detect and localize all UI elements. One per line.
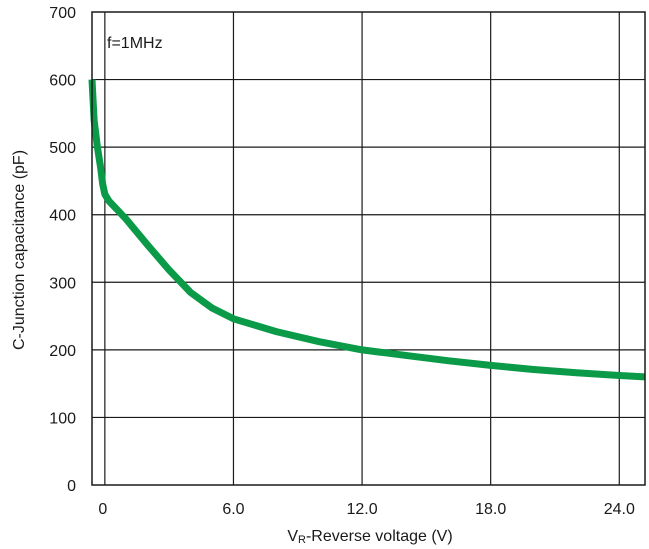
y-tick-label: 0 [67,478,76,495]
x-tick-label: 18.0 [475,501,506,518]
y-axis-ticks: 0 100 200 300 400 500 600 700 [49,5,76,495]
frequency-annotation: f=1MHz [107,35,163,52]
x-tick-label: 24.0 [604,501,635,518]
x-axis-label: VR-Reverse voltage (V) [287,528,452,546]
x-axis-label-subscript: R [298,534,306,546]
x-axis-ticks: 0 6.0 12.0 18.0 24.0 [98,501,635,518]
series-layer [88,79,646,381]
y-tick-label: 300 [49,275,76,292]
x-axis-label-main: V [287,528,298,545]
x-tick-label: 6.0 [222,501,244,518]
y-tick-label: 400 [49,208,76,225]
x-tick-label: 0 [98,501,107,518]
y-axis-label: C-Junction capacitance (pF) [11,150,28,350]
capacitance-curve [88,79,646,381]
y-tick-label: 100 [49,410,76,427]
plot-frame [91,11,646,486]
grid [92,12,645,485]
x-tick-label: 12.0 [346,501,377,518]
y-tick-label: 200 [49,343,76,360]
y-tick-label: 600 [49,73,76,90]
x-axis-label-rest: -Reverse voltage (V) [306,528,453,545]
y-tick-label: 500 [49,140,76,157]
y-tick-label: 700 [49,5,76,22]
